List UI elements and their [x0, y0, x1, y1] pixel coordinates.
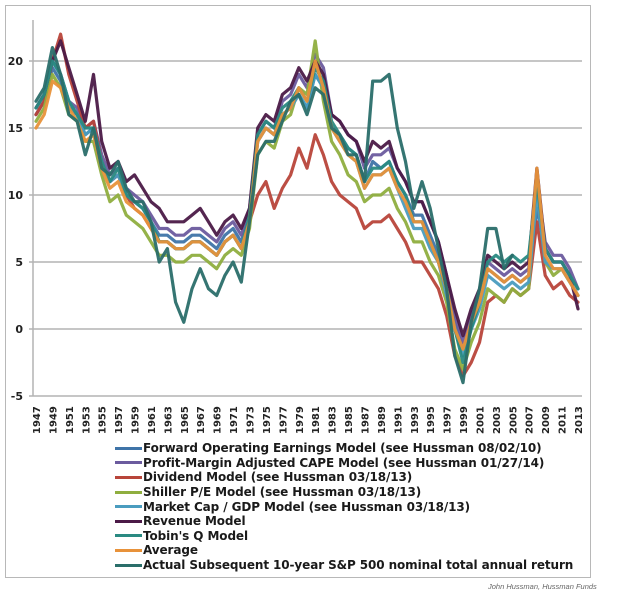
x-tick-label: 2013	[574, 406, 585, 434]
legend-label: Actual Subsequent 10-year S&P 500 nomina…	[143, 558, 574, 573]
legend-item: Shiller P/E Model (see Hussman 03/18/13)	[115, 485, 573, 500]
x-tick-label: 2007	[525, 406, 536, 434]
legend-swatch	[115, 519, 142, 523]
x-tick-label: 1983	[328, 406, 339, 434]
y-tick-label: 0	[15, 323, 23, 336]
x-tick-label: 2005	[508, 406, 519, 434]
x-tick-label: 2009	[541, 406, 552, 434]
series-line-9	[34, 46, 514, 385]
x-tick-label: 2003	[492, 406, 503, 434]
legend-item: Average	[115, 543, 573, 558]
legend-label: Forward Operating Earnings Model (see Hu…	[143, 441, 542, 456]
x-tick-label: 1965	[180, 406, 191, 434]
x-tick-label: 1947	[32, 406, 43, 434]
legend-swatch	[115, 461, 142, 465]
y-tick-label: 10	[8, 189, 24, 202]
legend-item: Profit-Margin Adjusted CAPE Model (see H…	[115, 456, 573, 471]
legend-label: Shiller P/E Model (see Hussman 03/18/13)	[143, 485, 422, 500]
x-tick-label: 1993	[410, 406, 421, 434]
x-tick-label: 1997	[443, 406, 454, 434]
legend-item: Actual Subsequent 10-year S&P 500 nomina…	[115, 558, 573, 573]
x-tick-label: 1953	[81, 406, 92, 434]
x-tick-label: 1995	[426, 406, 437, 434]
x-tick-label: 1989	[377, 406, 388, 434]
x-tick-label: 1951	[65, 406, 76, 434]
legend-item: Forward Operating Earnings Model (see Hu…	[115, 441, 573, 456]
legend-swatch	[115, 548, 142, 552]
legend-label: Tobin's Q Model	[143, 528, 248, 543]
x-tick-label: 1979	[295, 406, 306, 434]
series-line-8	[34, 59, 580, 351]
x-tick-label: 1963	[163, 406, 174, 434]
chart-legend: Forward Operating Earnings Model (see Hu…	[115, 441, 573, 572]
legend-swatch	[115, 534, 142, 538]
legend-label: Profit-Margin Adjusted CAPE Model (see H…	[143, 455, 545, 470]
x-tick-label: 1961	[147, 406, 158, 434]
legend-swatch	[115, 563, 142, 567]
x-tick-label: 2001	[475, 406, 486, 434]
series-line-4	[34, 39, 580, 371]
y-axis-ticks: 20 15 10 5 0 -5	[8, 55, 24, 403]
x-tick-label: 1975	[262, 406, 273, 434]
legend-label: Revenue Model	[143, 514, 246, 529]
x-tick-label: 1955	[98, 406, 109, 434]
legend-swatch	[115, 505, 142, 509]
source-credit: John Hussman, Hussman Funds	[488, 582, 597, 591]
chart-frame	[5, 5, 591, 578]
legend-swatch	[115, 446, 142, 450]
y-tick-label: -5	[11, 390, 23, 403]
x-tick-label: 2011	[558, 406, 569, 434]
x-tick-label: 1949	[48, 406, 59, 434]
legend-item: Market Cap / GDP Model (see Hussman 03/1…	[115, 499, 573, 514]
x-tick-label: 1999	[459, 406, 470, 434]
x-tick-label: 1981	[311, 406, 322, 434]
x-tick-label: 1991	[393, 406, 404, 434]
legend-item: Tobin's Q Model	[115, 529, 573, 544]
x-tick-label: 1973	[246, 406, 257, 434]
series-line-5	[34, 59, 580, 358]
x-tick-label: 1967	[196, 406, 207, 434]
legend-item: Revenue Model	[115, 514, 573, 529]
x-tick-label: 1969	[213, 406, 224, 434]
x-tick-label: 1977	[278, 406, 289, 434]
legend-swatch	[115, 490, 142, 494]
legend-item: Dividend Model (see Hussman 03/18/13)	[115, 470, 573, 485]
y-tick-label: 5	[15, 256, 23, 269]
y-tick-label: 20	[8, 55, 24, 68]
legend-label: Average	[143, 543, 198, 558]
legend-swatch	[115, 475, 142, 479]
legend-label: Dividend Model (see Hussman 03/18/13)	[143, 470, 413, 485]
series-lines	[34, 32, 580, 385]
series-line-6	[34, 39, 580, 338]
x-tick-label: 1959	[131, 406, 142, 434]
y-tick-label: 15	[8, 122, 23, 135]
x-tick-label: 1971	[229, 406, 240, 434]
x-tick-label: 1957	[114, 406, 125, 434]
x-tick-label: 1985	[344, 406, 355, 434]
x-tick-label: 1987	[360, 406, 371, 434]
x-axis-ticks: 1947 1949 1951 1953 1955 1957 1959 1961 1963 1965…	[32, 406, 585, 434]
legend-label: Market Cap / GDP Model (see Hussman 03/1…	[143, 499, 471, 514]
